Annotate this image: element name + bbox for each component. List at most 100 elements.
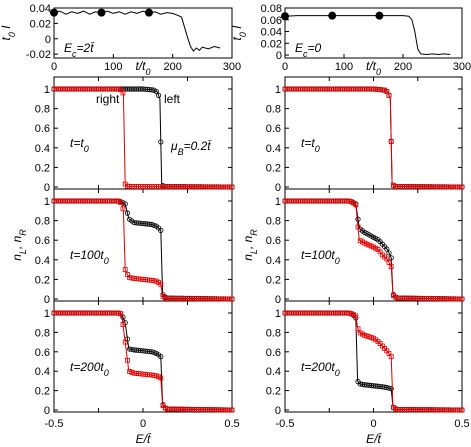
right-occupation-marker	[125, 357, 130, 363]
x-tick-label: 200	[394, 61, 412, 73]
y-tick-label: 0.6	[35, 123, 50, 135]
y-tick-label: 0.02	[261, 38, 282, 50]
legend-left-label: left	[164, 92, 181, 106]
current-marker	[50, 8, 58, 17]
current-marker	[328, 11, 337, 20]
y-tick-label: 1	[44, 196, 50, 208]
x-tick-label: 0	[140, 418, 146, 430]
left-occupation-marker	[151, 222, 157, 228]
current-annotation: Ec=2t̄	[64, 41, 95, 59]
x-tick-label: 100	[104, 61, 122, 73]
y-tick-label: 0.4	[266, 143, 281, 155]
y-tick-label: 0.8	[266, 216, 281, 228]
left-occupation-marker	[384, 246, 390, 252]
top-x-axis-label: t/t0	[366, 59, 381, 77]
y-axis-label: nL, nR	[241, 229, 259, 261]
right-occupation-marker	[120, 322, 126, 327]
y-tick-label: 0.04	[261, 27, 282, 39]
left-occupation-marker	[355, 216, 361, 222]
top-y-axis-label: t0 I	[230, 25, 248, 41]
right-occupation-marker	[459, 407, 465, 413]
right-occupation-marker	[229, 296, 235, 302]
y-tick-label: 0.8	[35, 327, 50, 339]
right-occupation-marker	[118, 311, 124, 317]
x-tick-label: 0.5	[454, 418, 469, 430]
top-x-axis-label: t/t0	[135, 59, 150, 77]
y-tick-label: 0.4	[266, 366, 281, 378]
top-panel-frame	[284, 7, 463, 59]
right-occupation-marker	[388, 354, 394, 360]
y-tick-label: 0	[45, 34, 51, 46]
legend-right-label: right	[96, 92, 120, 106]
time-label: t=200t0	[70, 360, 109, 378]
left-occupation-marker	[386, 250, 392, 256]
y-tick-label: 1	[44, 84, 50, 96]
right-occupation-marker	[353, 202, 359, 208]
right-occupation-marker	[229, 184, 235, 190]
time-label: t=t0	[70, 136, 89, 154]
left-occupation-marker	[386, 385, 392, 391]
x-tick-label: 300	[223, 61, 241, 73]
y-tick-label: 1	[44, 308, 50, 320]
y-tick-label: 0.4	[35, 366, 50, 378]
left-occupation-marker	[149, 349, 155, 355]
right-occupation-marker	[459, 184, 465, 190]
x-axis-label: E/t̄	[136, 432, 152, 446]
y-tick-label: 0.2	[266, 162, 281, 174]
y-tick-label: -0.02	[26, 49, 51, 61]
y-tick-label: 0.8	[35, 104, 50, 116]
x-tick-label: 0	[370, 418, 376, 430]
right-occupation-marker	[122, 339, 128, 345]
current-annotation: Ec=0	[295, 41, 322, 59]
current-marker	[375, 11, 384, 20]
y-tick-label: 0.6	[266, 235, 281, 247]
right-occupation-marker	[158, 281, 164, 287]
y-tick-label: 0	[44, 405, 50, 417]
y-tick-label: 0.8	[35, 216, 50, 228]
right-occupation-marker	[118, 200, 124, 205]
y-tick-label: 0	[275, 405, 281, 417]
time-label: t=100t0	[70, 248, 109, 266]
x-tick-label: 300	[453, 61, 471, 73]
right-occupation-marker	[120, 90, 126, 96]
top-y-axis-label: t0 I	[0, 25, 17, 41]
y-tick-label: 0.8	[266, 104, 281, 116]
right-occupation-marker	[122, 267, 128, 273]
y-tick-label: 0.2	[35, 162, 50, 174]
right-occupation-marker	[353, 313, 359, 319]
y-tick-label: 0.6	[266, 123, 281, 135]
y-tick-label: 1	[275, 308, 281, 320]
right-occupation-marker	[120, 206, 126, 212]
x-tick-label: -0.5	[45, 418, 64, 430]
left-occupation-marker	[124, 210, 131, 216]
x-tick-label: -0.5	[276, 418, 295, 430]
y-tick-label: 0	[275, 294, 281, 306]
y-tick-label: 0.4	[35, 255, 50, 267]
mu-label: μB=0.2t̄	[170, 139, 212, 157]
y-tick-label: 0.4	[266, 255, 281, 267]
current-marker	[281, 12, 289, 21]
current-marker	[97, 8, 106, 17]
x-axis-label: E/t̄	[366, 432, 382, 446]
y-tick-label: 0.2	[266, 274, 281, 286]
y-tick-label: 0	[44, 182, 50, 194]
y-tick-label: 0.6	[35, 347, 50, 359]
y-axis-label: nL, nR	[10, 229, 28, 261]
left-occupation-marker	[155, 92, 162, 98]
y-tick-label: 1	[275, 84, 281, 96]
y-tick-label: 0	[44, 294, 50, 306]
right-occupation-marker	[229, 407, 235, 413]
left-occupation-marker	[151, 350, 157, 356]
y-tick-label: 0.04	[30, 3, 51, 15]
y-tick-label: 0.2	[35, 274, 50, 286]
time-label: t=t0	[301, 136, 320, 154]
left-occupation-marker	[158, 227, 164, 233]
current-line	[284, 15, 451, 56]
chart-data-layer	[50, 8, 465, 413]
y-tick-label: 0.02	[30, 18, 51, 30]
top-panel-frame	[53, 7, 233, 59]
y-tick-label: 0.2	[266, 386, 281, 398]
left-occupation-marker	[149, 87, 155, 93]
